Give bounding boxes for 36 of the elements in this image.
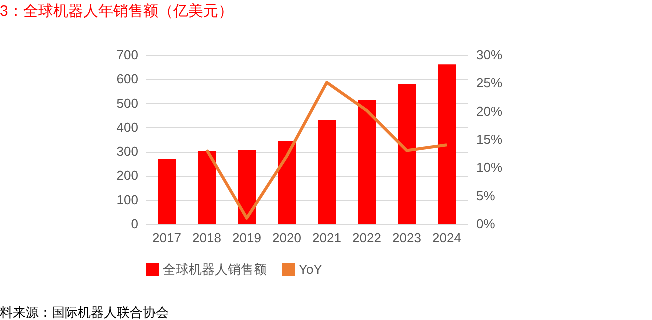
y2-tick-label: 30%	[476, 48, 503, 62]
x-tick-label: 2019	[232, 230, 262, 246]
y-tick-label: 0	[131, 216, 138, 232]
bar	[238, 150, 256, 224]
x-tick-label: 2018	[192, 230, 222, 246]
y-tick-label: 200	[116, 168, 138, 184]
legend-label: YoY	[299, 262, 323, 277]
y2-tick-label: 5%	[476, 188, 496, 204]
bar	[278, 141, 296, 224]
text: 料来源：国际机器人联合协会	[0, 305, 169, 320]
y-tick-label: 300	[116, 144, 138, 160]
bar	[398, 84, 416, 224]
y-tick-label: 600	[116, 72, 138, 87]
bar	[438, 64, 456, 224]
legend-label: 全球机器人销售额	[163, 262, 267, 277]
x-tick-label: 2017	[152, 230, 182, 246]
bar	[358, 100, 376, 224]
y-tick-label: 700	[116, 48, 138, 62]
x-tick-label: 2022	[352, 230, 382, 246]
y2-tick-label: 0%	[476, 216, 496, 232]
bar	[318, 120, 336, 224]
y-tick-label: 500	[116, 96, 138, 111]
bar	[158, 160, 176, 224]
y2-tick-label: 20%	[476, 104, 503, 119]
y-tick-label: 100	[116, 192, 138, 208]
x-tick-label: 2023	[392, 230, 422, 246]
y2-tick-label: 25%	[476, 76, 503, 91]
y2-tick-label: 15%	[476, 132, 503, 147]
x-tick-label: 2020	[272, 230, 302, 246]
y-tick-label: 400	[116, 120, 138, 135]
x-tick-label: 2024	[432, 230, 462, 246]
chart-title: 3：全球机器人年销售额（亿美元）	[0, 3, 234, 20]
line-series	[206, 81, 448, 220]
bar	[198, 151, 216, 224]
x-tick-label: 2021	[312, 230, 342, 246]
y2-tick-label: 10%	[476, 160, 503, 176]
